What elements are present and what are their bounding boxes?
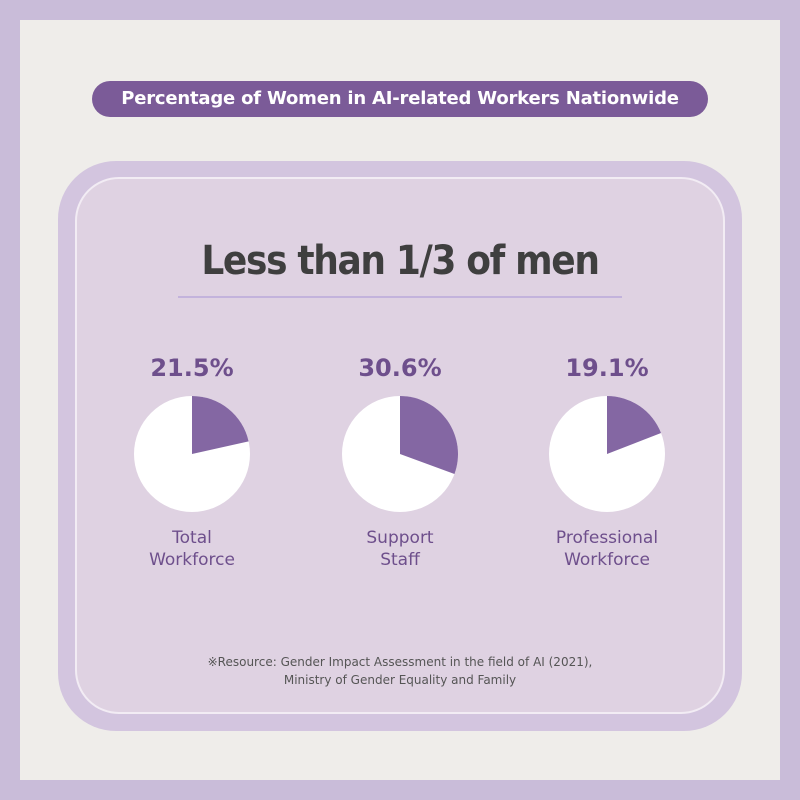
pie-value-label: 21.5% — [150, 354, 234, 382]
pie-slice-women — [192, 396, 249, 454]
pie-block-total-workforce: 21.5% Total Workforce — [92, 350, 292, 580]
pie-block-support-staff: 30.6% Support Staff — [300, 350, 500, 580]
pie-label-line: Workforce — [564, 550, 650, 570]
pie-category-label: Total Workforce — [92, 527, 292, 571]
source-line: Ministry of Gender Equality and Family — [283, 673, 517, 687]
source-line: ※Resource: Gender Impact Assessment in t… — [207, 655, 593, 669]
pie-slice-women — [400, 396, 458, 474]
pie-label-line: Workforce — [149, 550, 235, 570]
pie-label-line: Staff — [380, 550, 420, 570]
title-banner: Percentage of Women in AI-related Worker… — [92, 81, 708, 117]
headline: Less than 1/3 of men — [201, 238, 600, 284]
pie-chart-support-staff — [342, 396, 458, 512]
pie-value-label: 30.6% — [358, 354, 442, 382]
pie-slice-women — [607, 396, 662, 454]
divider — [178, 296, 622, 298]
pie-block-professional-workforce: 19.1% Professional Workforce — [507, 350, 707, 580]
pie-value-label: 19.1% — [565, 354, 649, 382]
pie-label-line: Total — [172, 528, 212, 548]
pie-category-label: Support Staff — [300, 527, 500, 571]
pie-label-line: Professional — [555, 528, 659, 548]
pie-chart-professional-workforce — [549, 396, 665, 512]
pie-chart-total-workforce — [134, 396, 250, 512]
source-note: ※Resource: Gender Impact Assessment in t… — [150, 653, 650, 689]
pie-category-label: Professional Workforce — [507, 527, 707, 571]
pie-label-line: Support — [366, 528, 434, 548]
